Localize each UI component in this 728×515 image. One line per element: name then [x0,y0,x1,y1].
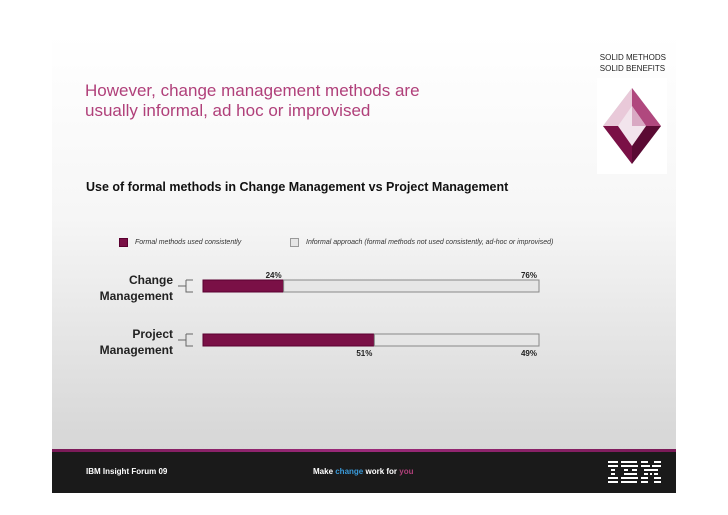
data-label: 49% [521,349,537,358]
title-line-2: usually informal, ad hoc or improvised [85,101,371,120]
tagline-line-1: SOLID METHODS [599,53,666,62]
tagline: SOLID METHODS SOLID BENEFITS [600,52,666,74]
data-label: 76% [521,271,537,280]
footer-divider [52,449,676,452]
slogan-part-you: you [399,467,414,476]
chart-title: Use of formal methods in Change Manageme… [86,180,509,194]
category-label: Management [100,289,173,303]
diamond-logo-icon [597,78,667,174]
category-label: Project [132,327,173,341]
bar-informal [373,333,540,347]
ibm-logo-icon [608,461,661,483]
slogan-part-2: work for [363,467,400,476]
slide: SOLID METHODS SOLID BENEFITS However, ch… [52,34,676,493]
tagline-line-2: SOLID BENEFITS [599,64,666,73]
footer: IBM Insight Forum 09 Make change work fo… [52,452,676,493]
bar-formal [202,279,285,293]
legend-label-informal: Informal approach (formal methods not us… [306,239,554,246]
slogan-part-change: change [335,467,364,476]
title-line-1: However, change management methods are [85,81,420,100]
bar-chart: Change Management 24% 76% Project Management 5… [100,271,540,358]
footer-event-name: IBM Insight Forum 09 [86,467,168,476]
data-label: 51% [356,349,372,358]
legend-swatch-formal [119,238,128,247]
slogan-part-1: Make [313,467,336,476]
legend-item-formal: Formal methods used consistently [119,238,241,247]
bar-informal [283,279,540,293]
slide-title: However, change management methods are u… [85,81,505,121]
legend-swatch-informal [290,238,299,247]
category-label: Management [100,343,173,357]
bar-formal [202,333,375,347]
footer-slogan: Make change work for you [313,467,414,476]
category-bracket [178,279,193,293]
data-label: 24% [266,271,282,280]
category-label: Change [129,273,173,287]
legend-item-informal: Informal approach (formal methods not us… [290,238,553,247]
legend-label-formal: Formal methods used consistently [135,239,242,246]
category-bracket [178,333,193,347]
